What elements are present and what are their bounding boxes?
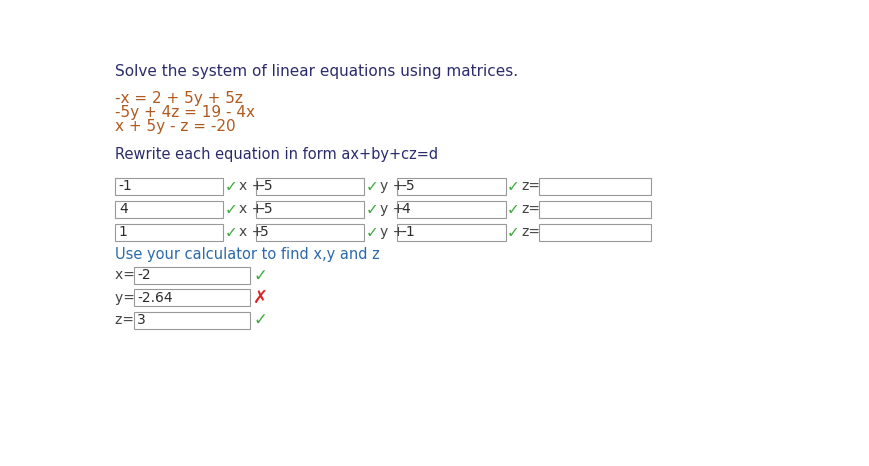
- Text: ✓: ✓: [224, 202, 237, 217]
- FancyBboxPatch shape: [255, 201, 364, 218]
- FancyBboxPatch shape: [538, 224, 651, 241]
- FancyBboxPatch shape: [134, 289, 249, 306]
- Text: y=: y=: [115, 291, 139, 305]
- FancyBboxPatch shape: [255, 224, 364, 241]
- FancyBboxPatch shape: [396, 224, 505, 241]
- Text: ✓: ✓: [366, 178, 378, 193]
- FancyBboxPatch shape: [396, 201, 505, 218]
- Text: z=: z=: [115, 313, 138, 327]
- Text: Solve the system of linear equations using matrices.: Solve the system of linear equations usi…: [115, 64, 517, 79]
- Text: ✓: ✓: [254, 267, 268, 284]
- Text: z=: z=: [521, 225, 540, 239]
- Text: ✓: ✓: [366, 225, 378, 240]
- Text: -1: -1: [119, 179, 132, 193]
- Text: 1: 1: [119, 225, 128, 239]
- Text: x +: x +: [239, 179, 263, 193]
- Text: y +: y +: [380, 202, 404, 216]
- Text: -5: -5: [260, 179, 273, 193]
- FancyBboxPatch shape: [115, 178, 223, 194]
- Text: -2.64: -2.64: [137, 291, 173, 305]
- Text: ✓: ✓: [224, 225, 237, 240]
- Text: ✓: ✓: [507, 202, 519, 217]
- FancyBboxPatch shape: [134, 267, 249, 284]
- Text: x +: x +: [239, 225, 263, 239]
- FancyBboxPatch shape: [255, 178, 364, 194]
- Text: -5y + 4z = 19 - 4x: -5y + 4z = 19 - 4x: [115, 105, 255, 120]
- Text: -5: -5: [401, 179, 414, 193]
- Text: -1: -1: [401, 225, 415, 239]
- Text: x=: x=: [115, 268, 139, 282]
- Text: x + 5y - z = -20: x + 5y - z = -20: [115, 119, 235, 134]
- Text: ✓: ✓: [366, 202, 378, 217]
- Text: -2: -2: [137, 268, 151, 282]
- Text: z=: z=: [521, 202, 540, 216]
- Text: -5: -5: [260, 202, 273, 216]
- Text: x +: x +: [239, 202, 263, 216]
- FancyBboxPatch shape: [538, 178, 651, 194]
- FancyBboxPatch shape: [134, 312, 249, 329]
- FancyBboxPatch shape: [115, 201, 223, 218]
- FancyBboxPatch shape: [538, 201, 651, 218]
- FancyBboxPatch shape: [115, 224, 223, 241]
- Text: ✗: ✗: [253, 289, 268, 307]
- Text: y +: y +: [380, 225, 404, 239]
- Text: ✓: ✓: [507, 225, 519, 240]
- FancyBboxPatch shape: [396, 178, 505, 194]
- Text: Rewrite each equation in form ax+by+cz=d: Rewrite each equation in form ax+by+cz=d: [115, 147, 438, 162]
- Text: 3: 3: [137, 313, 146, 327]
- Text: 5: 5: [260, 225, 269, 239]
- Text: ✓: ✓: [507, 178, 519, 193]
- Text: -x = 2 + 5y + 5z: -x = 2 + 5y + 5z: [115, 91, 242, 106]
- Text: z=: z=: [521, 179, 540, 193]
- Text: y +: y +: [380, 179, 404, 193]
- Text: 4: 4: [401, 202, 409, 216]
- Text: ✓: ✓: [224, 178, 237, 193]
- Text: ✓: ✓: [254, 311, 268, 329]
- Text: 4: 4: [119, 202, 128, 216]
- Text: Use your calculator to find x,y and z: Use your calculator to find x,y and z: [115, 247, 379, 262]
